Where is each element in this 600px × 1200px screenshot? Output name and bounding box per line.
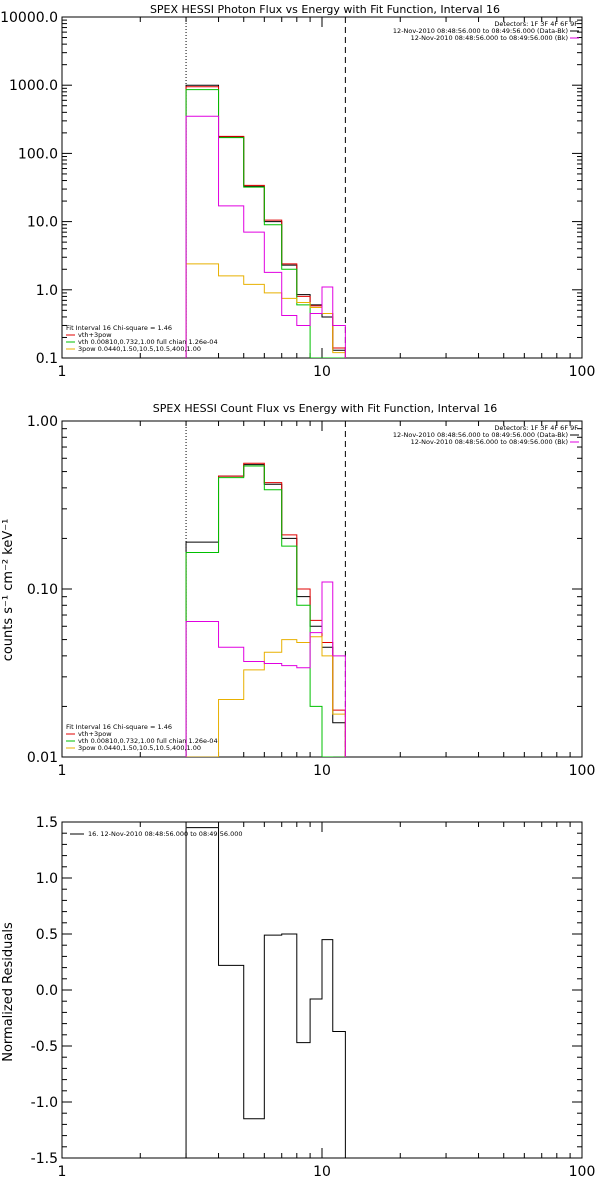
- y-tick-label: 0.0: [36, 983, 58, 999]
- y-tick-label: -0.5: [31, 1039, 58, 1055]
- x-tick-label: 100: [569, 1164, 596, 1180]
- residuals-panel: Normalized Residuals 1 10 100 1.5 1.0 0.5 0.0 -…: [1, 815, 595, 1180]
- photon-flux-panel: SPEX HESSI Photon Flux vs Energy with Fi…: [0, 3, 595, 380]
- y-tick-label: 0.5: [36, 927, 58, 943]
- x-tick-label: 1: [58, 1164, 67, 1180]
- y-tick-label: 10.0: [27, 215, 58, 231]
- legend-bottom-entry: vth+3pow: [78, 331, 112, 339]
- histogram-series-0: [185, 827, 346, 1158]
- y-tick-label: 1000.0: [9, 78, 58, 94]
- legend-bottom-entry: 3pow 0.0440,1.50,10.5,10.5,400,1.00: [78, 744, 201, 752]
- legend-bottom-entry: 3pow 0.0440,1.50,10.5,10.5,400,1.00: [78, 345, 201, 353]
- y-tick-label: 1.0: [36, 283, 58, 299]
- residuals-y-axis-label: Normalized Residuals: [1, 922, 16, 1062]
- y-tick-label: -1.0: [31, 1095, 58, 1111]
- y-tick-label: 0.1: [36, 351, 58, 367]
- y-tick-label: 1.5: [36, 815, 58, 831]
- x-tick-label: 10: [313, 1164, 331, 1180]
- histogram-series-1: [185, 462, 346, 757]
- legend-top-entry: 12-Nov-2010 08:48:56.000 to 08:49:56.000…: [393, 27, 568, 35]
- legend-bottom-entry: vth 0.00810,0.732,1.00 full chian 1.26e-…: [78, 338, 218, 346]
- histogram-series-4: [185, 581, 346, 757]
- legend-top-entry: Detectors: 1F 3F 4F 6F 9F: [494, 424, 578, 432]
- x-tick-label: 10: [313, 364, 331, 380]
- y-tick-label: 0.10: [27, 582, 58, 598]
- legend-bottom-entry: vth+3pow: [78, 730, 112, 738]
- legend-bottom-entry: Fit Interval 16 Chi-square = 1.46: [66, 723, 172, 731]
- legend-top-entry: 12-Nov-2010 08:48:56.000 to 08:49:56.000…: [411, 34, 568, 42]
- x-tick-label: 100: [569, 364, 596, 380]
- count-flux-title: SPEX HESSI Count Flux vs Energy with Fit…: [153, 402, 497, 415]
- x-tick-label: 1: [58, 763, 67, 779]
- count-flux-panel: SPEX HESSI Count Flux vs Energy with Fit…: [1, 402, 595, 779]
- histogram-series-3: [185, 636, 346, 757]
- x-tick-label: 100: [569, 763, 596, 779]
- legend-top-entry: Detectors: 1F 3F 4F 6F 9F: [494, 20, 578, 28]
- histogram-series-0: [185, 464, 346, 757]
- histogram-series-2: [185, 89, 346, 358]
- y-tick-label: 1.00: [27, 414, 58, 430]
- count-flux-y-axis-label: counts s⁻¹ cm⁻² keV⁻¹: [1, 519, 16, 662]
- legend-entry: 16. 12-Nov-2010 08:48:56.000 to 08:49:56…: [88, 830, 242, 838]
- histogram-series-3: [185, 263, 346, 358]
- legend-bottom-entry: Fit Interval 16 Chi-square = 1.46: [66, 324, 172, 332]
- legend-top-entry: 12-Nov-2010 08:48:56.000 to 08:49:56.000…: [411, 438, 568, 446]
- x-tick-label: 1: [58, 364, 67, 380]
- y-tick-label: 0.01: [27, 750, 58, 766]
- histogram-series-4: [185, 115, 346, 358]
- y-tick-label: 1.0: [36, 871, 58, 887]
- y-tick-label: 100.0: [18, 146, 58, 162]
- y-tick-label: 10000.0: [0, 10, 58, 26]
- histogram-series-0: [185, 84, 346, 358]
- histogram-series-1: [185, 86, 346, 358]
- y-tick-label: -1.5: [31, 1151, 58, 1167]
- legend-top-entry: 12-Nov-2010 08:48:56.000 to 08:49:56.000…: [393, 431, 568, 439]
- histogram-series-2: [185, 465, 346, 757]
- x-tick-label: 10: [313, 763, 331, 779]
- legend-bottom-entry: vth 0.00810,0.732,1.00 full chian 1.26e-…: [78, 737, 218, 745]
- photon-flux-title: SPEX HESSI Photon Flux vs Energy with Fi…: [150, 3, 500, 16]
